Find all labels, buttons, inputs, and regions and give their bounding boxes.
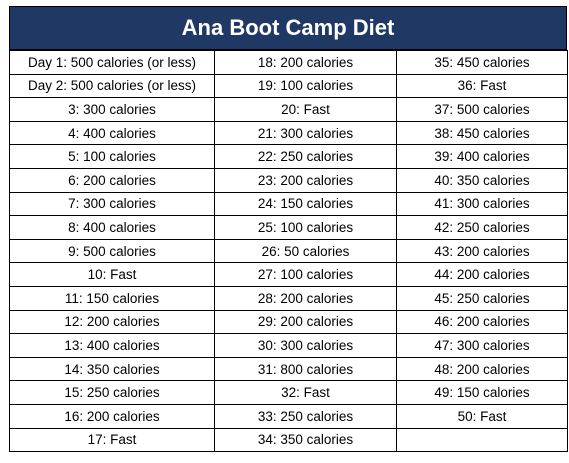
table-row: Day 2: 500 calories (or less) 19: 100 cal…	[9, 73, 568, 99]
table-row: 14: 350 calories 31: 800 calories 48: 200 …	[9, 356, 568, 382]
table-row: 10: Fast 27: 100 calories 44: 200 calories	[9, 262, 568, 287]
table-row: 7: 300 calories 24: 150 calories 41: 300 c…	[9, 191, 568, 217]
table-cell: 31: 800 calories	[214, 356, 397, 382]
table-cell: 45: 250 calories	[396, 285, 568, 311]
table-cell: 43: 200 calories	[396, 238, 568, 264]
table-row: 15: 250 calories 32: Fast 49: 150 calories	[9, 380, 568, 405]
table-cell: 37: 500 calories	[396, 97, 568, 122]
table-cell: 8: 400 calories	[9, 215, 215, 240]
table-cell: 30: 300 calories	[214, 333, 397, 358]
table-row: 9: 500 calories 26: 50 calories 43: 200 ca…	[9, 238, 568, 264]
table-row: 8: 400 calories 25: 100 calories 42: 250 c…	[9, 215, 568, 240]
table-cell: 20: Fast	[214, 97, 397, 122]
table-cell: 22: 250 calories	[214, 144, 397, 169]
title-bar: Ana Boot Camp Diet	[9, 6, 567, 50]
table-row: 3: 300 calories 20: Fast 37: 500 calories	[9, 97, 568, 122]
table-cell: 10: Fast	[9, 262, 215, 287]
table-cell: 13: 400 calories	[9, 333, 215, 358]
table-cell: 50: Fast	[396, 403, 568, 429]
table-cell: 7: 300 calories	[9, 191, 215, 217]
table-cell: 26: 50 calories	[214, 238, 397, 264]
table-cell: 9: 500 calories	[9, 238, 215, 264]
table-cell: 44: 200 calories	[396, 262, 568, 287]
table-body: Day 1: 500 calories (or less) 18: 200 cal…	[9, 50, 568, 453]
table-cell: Day 2: 500 calories (or less)	[9, 73, 215, 99]
table-cell: 48: 200 calories	[396, 356, 568, 382]
table-row: 11: 150 calories 28: 200 calories 45: 250 …	[9, 285, 568, 311]
table-cell: 23: 200 calories	[214, 167, 397, 193]
table-cell	[396, 427, 568, 453]
table-row: 6: 200 calories 23: 200 calories 40: 350 c…	[9, 167, 568, 193]
table-cell: 35: 450 calories	[396, 50, 568, 75]
table-cell: 25: 100 calories	[214, 215, 397, 240]
table-cell: 33: 250 calories	[214, 403, 397, 429]
table-cell: 11: 150 calories	[9, 285, 215, 311]
table-cell: 47: 300 calories	[396, 333, 568, 358]
table-cell: 16: 200 calories	[9, 403, 215, 429]
table-cell: 6: 200 calories	[9, 167, 215, 193]
table-row: 12: 200 calories 29: 200 calories 46: 200 …	[9, 309, 568, 335]
table-cell: 38: 450 calories	[396, 120, 568, 146]
table-cell: 41: 300 calories	[396, 191, 568, 217]
table-cell: 3: 300 calories	[9, 97, 215, 122]
table-cell: 27: 100 calories	[214, 262, 397, 287]
table-cell: 4: 400 calories	[9, 120, 215, 146]
table-cell: 14: 350 calories	[9, 356, 215, 382]
table-cell: 39: 400 calories	[396, 144, 568, 169]
table-row: 16: 200 calories 33: 250 calories 50: Fast	[9, 403, 568, 429]
table-cell: 28: 200 calories	[214, 285, 397, 311]
title: Ana Boot Camp Diet	[181, 15, 395, 40]
table-row: 17: Fast 34: 350 calories	[9, 427, 568, 453]
table-cell: 21: 300 calories	[214, 120, 397, 146]
table-row: Day 1: 500 calories (or less) 18: 200 cal…	[9, 50, 568, 75]
diet-sheet: Ana Boot Camp Diet Day 1: 500 calories (…	[9, 6, 568, 453]
table-cell: 49: 150 calories	[396, 380, 568, 405]
table-cell: 24: 150 calories	[214, 191, 397, 217]
table-cell: Day 1: 500 calories (or less)	[9, 50, 215, 75]
table-cell: 34: 350 calories	[214, 427, 397, 453]
table-cell: 18: 200 calories	[214, 50, 397, 75]
table-cell: 40: 350 calories	[396, 167, 568, 193]
table-row: 13: 400 calories 30: 300 calories 47: 300 …	[9, 333, 568, 358]
table-cell: 36: Fast	[396, 73, 568, 99]
table-cell: 42: 250 calories	[396, 215, 568, 240]
table-cell: 17: Fast	[9, 427, 215, 453]
table-row: 5: 100 calories 22: 250 calories 39: 400 c…	[9, 144, 568, 169]
table-cell: 12: 200 calories	[9, 309, 215, 335]
diet-table: Day 1: 500 calories (or less) 18: 200 cal…	[9, 50, 568, 453]
table-cell: 19: 100 calories	[214, 73, 397, 99]
table-cell: 32: Fast	[214, 380, 397, 405]
table-cell: 29: 200 calories	[214, 309, 397, 335]
table-cell: 5: 100 calories	[9, 144, 215, 169]
table-cell: 15: 250 calories	[9, 380, 215, 405]
table-row: 4: 400 calories 21: 300 calories 38: 450 c…	[9, 120, 568, 146]
table-cell: 46: 200 calories	[396, 309, 568, 335]
